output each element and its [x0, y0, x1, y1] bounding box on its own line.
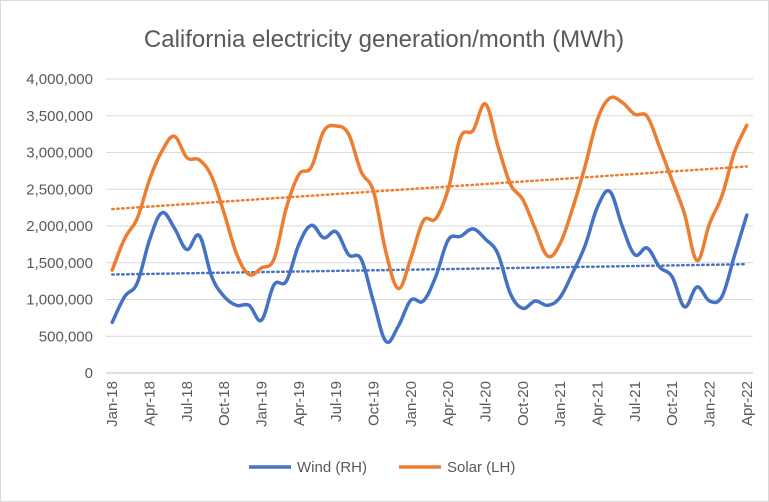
x-tick-label: Jul-20 — [477, 381, 494, 422]
x-tick-label: Jul-18 — [179, 381, 196, 422]
x-axis-ticks: Jan-18 Apr-18 Jul-18 Oct-18 Jan-19 Apr-19 Jul-… — [104, 381, 756, 427]
y-tick-label: 3,000,000 — [26, 145, 93, 162]
solar-trendline — [110, 165, 749, 211]
y-tick-label: 3,500,000 — [26, 108, 93, 125]
legend-solar-label: Solar (LH) — [447, 459, 515, 476]
y-tick-label: 500,000 — [39, 328, 93, 345]
x-tick-label: Oct-21 — [664, 381, 681, 426]
x-tick-label: Jul-21 — [627, 381, 644, 422]
y-tick-label: 2,000,000 — [26, 218, 93, 235]
y-axis-ticks: 0 500,000 1,000,000 1,500,000 2,000,000 2,500… — [26, 71, 93, 382]
x-tick-label: Oct-19 — [366, 381, 383, 426]
x-tick-label: Apr-20 — [440, 381, 457, 426]
x-tick-label: Oct-18 — [216, 381, 233, 426]
legend-wind-label: Wind (RH) — [297, 459, 367, 476]
x-tick-label: Jan-18 — [104, 381, 121, 427]
wind-series-line — [110, 189, 749, 345]
x-tick-label: Apr-21 — [589, 381, 606, 426]
series-lines — [110, 95, 749, 345]
x-tick-label: Jan-21 — [552, 381, 569, 427]
x-tick-label: Apr-22 — [739, 381, 756, 426]
y-tick-label: 2,500,000 — [26, 181, 93, 198]
chart-title: California electricity generation/month … — [144, 26, 624, 53]
x-tick-label: Apr-18 — [142, 381, 159, 426]
x-tick-label: Jan-19 — [254, 381, 271, 427]
wind-trendline — [110, 262, 749, 276]
x-tick-label: Jan-22 — [701, 381, 718, 427]
y-tick-label: 4,000,000 — [26, 71, 93, 88]
gridlines — [106, 78, 753, 337]
y-tick-label: 1,000,000 — [26, 292, 93, 309]
x-tick-label: Apr-19 — [291, 381, 308, 426]
y-tick-label: 0 — [85, 365, 93, 382]
x-tick-label: Jul-19 — [328, 381, 345, 422]
x-tick-label: Oct-20 — [515, 381, 532, 426]
trendlines — [110, 165, 749, 276]
legend: Wind (RH) Solar (LH) — [249, 459, 515, 476]
y-tick-label: 1,500,000 — [26, 255, 93, 272]
solar-series-line — [110, 95, 749, 291]
x-tick-label: Jan-20 — [403, 381, 420, 427]
